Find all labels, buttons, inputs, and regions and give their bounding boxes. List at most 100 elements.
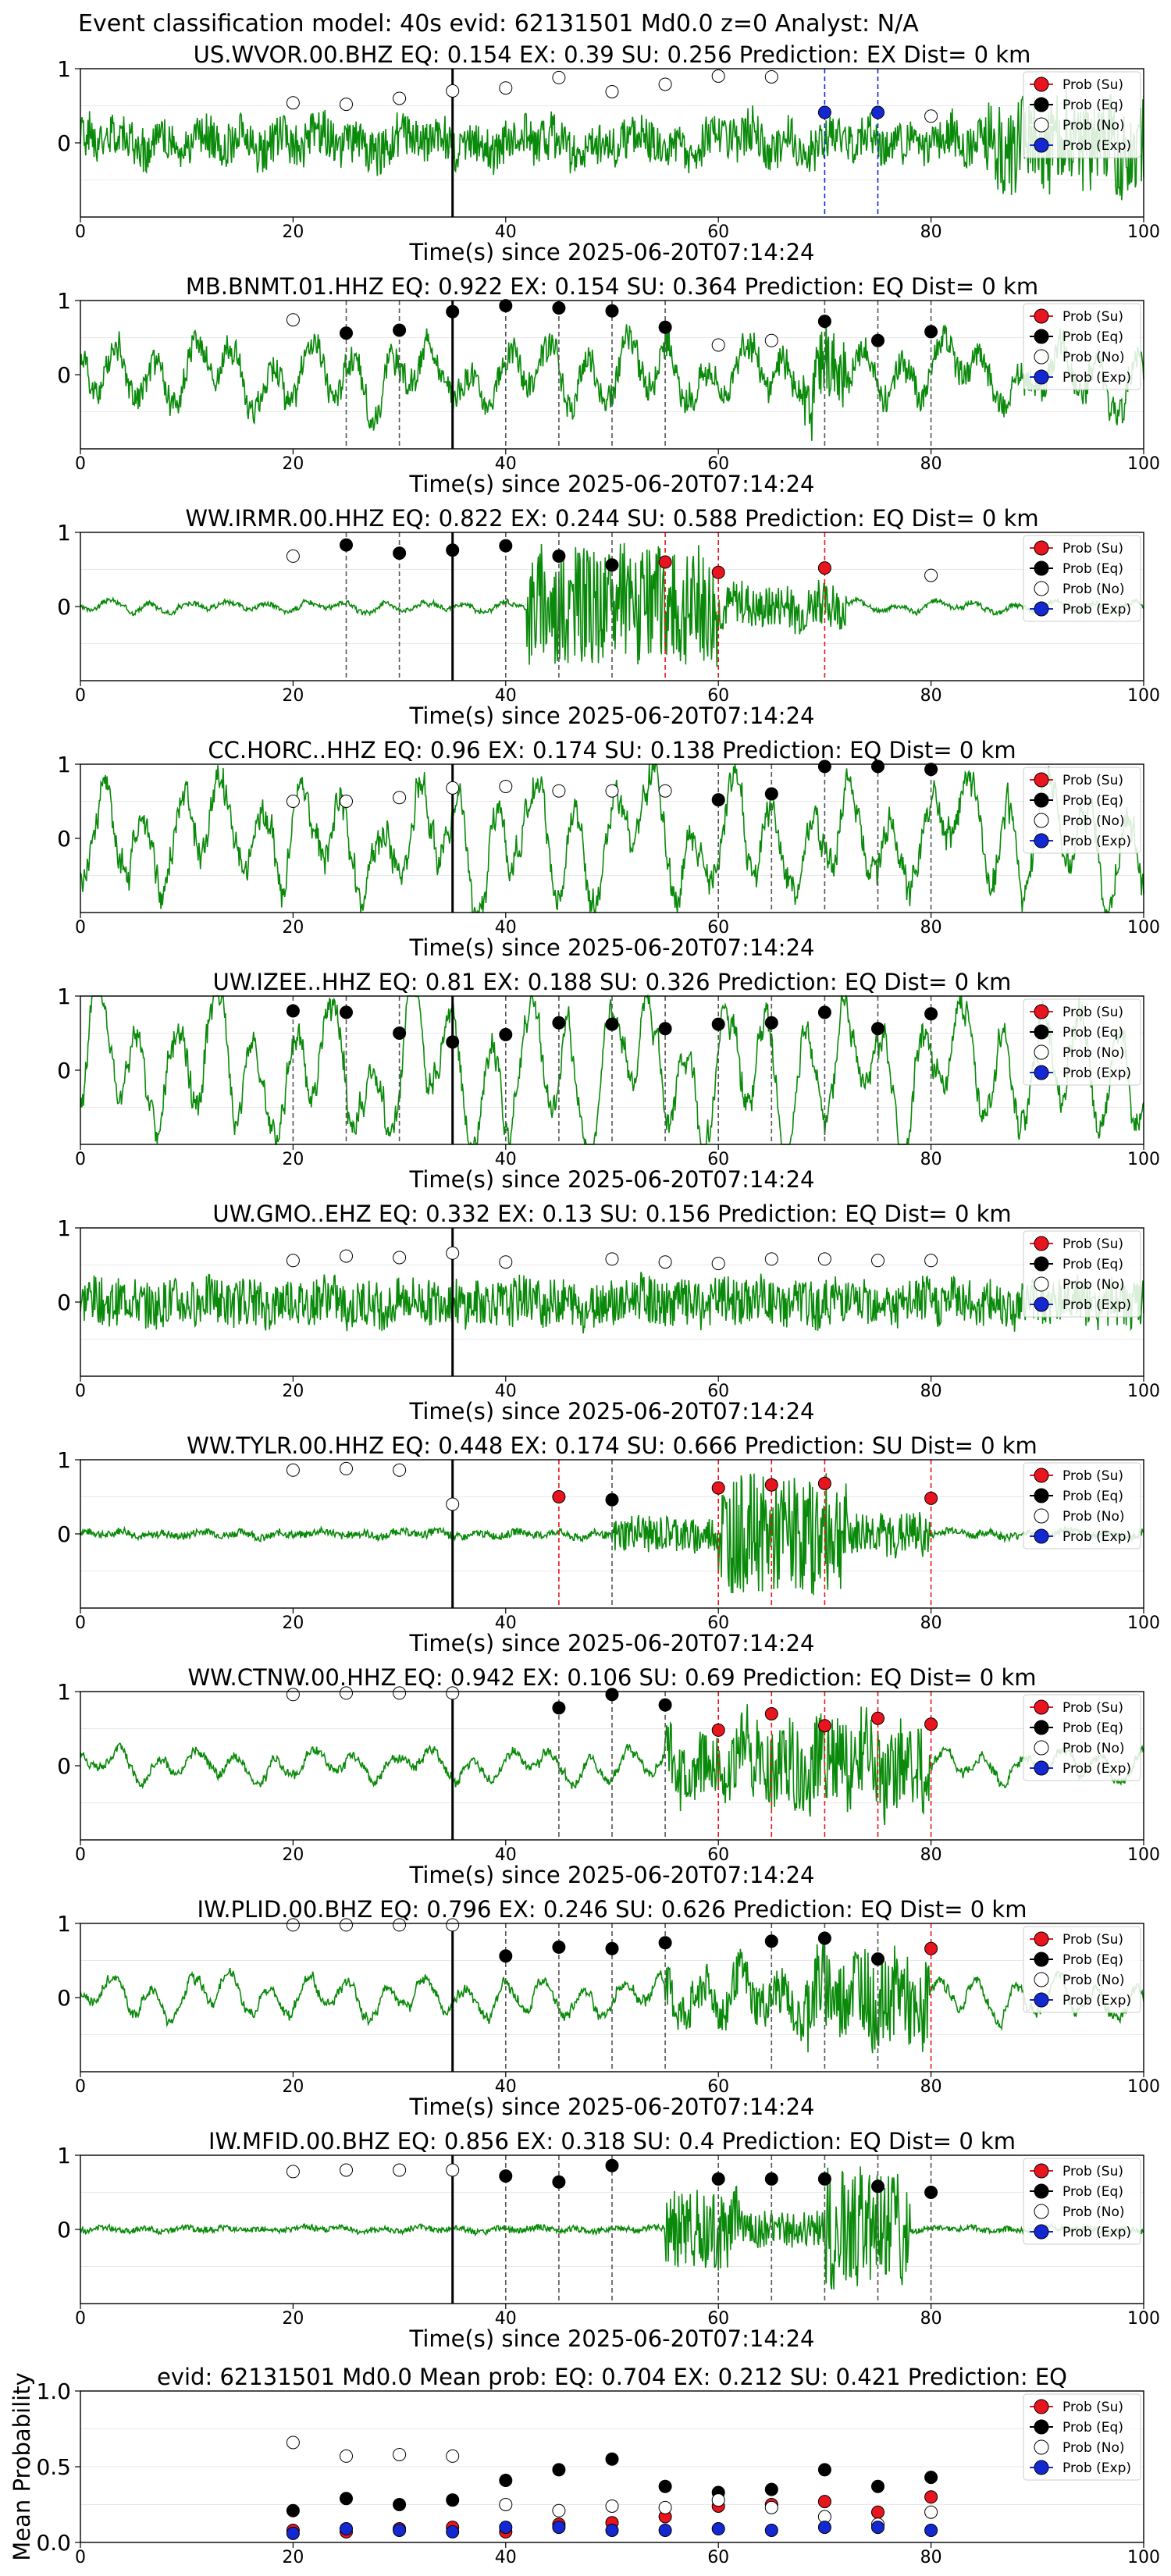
- prob-point-eq: [393, 546, 407, 560]
- legend-marker-exp: [1034, 369, 1049, 385]
- prob-point-eq: [340, 538, 353, 552]
- mean-point-exp: [446, 2524, 460, 2539]
- legend-marker-su: [1034, 1004, 1049, 1019]
- seismic-trace: [80, 543, 1144, 667]
- prob-point-no: [658, 77, 672, 91]
- x-tick-label: 100: [1127, 454, 1160, 474]
- x-tick-label: 40: [495, 2548, 517, 2567]
- x-tick-label: 0: [75, 686, 86, 706]
- prob-point-eq: [817, 760, 831, 774]
- legend-label-exp: Prob (Exp): [1062, 138, 1131, 154]
- panel-title: IW.PLID.00.BHZ EQ: 0.796 EX: 0.246 SU: 0…: [198, 1896, 1027, 1923]
- y-tick-label: 1: [57, 1679, 71, 1705]
- prob-point-no: [393, 1686, 407, 1700]
- prob-point-su: [711, 1481, 725, 1495]
- legend-marker-no: [1034, 2204, 1049, 2219]
- y-tick-label: 0: [57, 1058, 71, 1083]
- x-tick-label: 0: [75, 2077, 86, 2097]
- x-axis-label: Time(s) since 2025-06-20T07:14:24: [409, 239, 815, 265]
- legend-marker-su: [1034, 540, 1049, 556]
- legend-marker-eq: [1034, 560, 1049, 576]
- legend-marker-su: [1034, 1236, 1049, 1251]
- legend-marker-exp: [1034, 137, 1049, 153]
- legend-marker-su: [1034, 772, 1049, 788]
- prob-point-eq: [552, 2175, 566, 2189]
- prob-point-eq: [871, 333, 884, 347]
- prob-point-no: [711, 338, 725, 352]
- mean-point-exp: [286, 2526, 300, 2540]
- legend-marker-su: [1034, 76, 1049, 92]
- mean-point-exp: [340, 2522, 353, 2536]
- x-tick-label: 0: [75, 1845, 86, 1865]
- mean-point-eq: [658, 2479, 672, 2493]
- prob-point-no: [499, 780, 513, 793]
- prob-point-no: [605, 1252, 619, 1266]
- x-axis-label: Time(s) since 2025-06-20T07:14:24: [409, 703, 815, 729]
- panel-1: MB.BNMT.01.HHZ EQ: 0.922 EX: 0.154 SU: 0…: [57, 273, 1160, 497]
- x-tick-label: 60: [707, 1150, 729, 1169]
- prob-point-no: [924, 1254, 938, 1268]
- prob-point-eq: [871, 760, 884, 774]
- prob-point-no: [446, 1918, 460, 1932]
- panel-4: UW.IZEE..HHZ EQ: 0.81 EX: 0.188 SU: 0.32…: [57, 969, 1160, 1193]
- prob-point-eq: [658, 320, 672, 334]
- y-tick-label: 0: [57, 826, 71, 852]
- y-tick-label: 0: [57, 1753, 71, 1779]
- legend-marker-eq: [1034, 2419, 1049, 2435]
- legend-label-no: Prob (No): [1062, 2204, 1125, 2220]
- prob-point-eq: [605, 1688, 619, 1702]
- legend-label-exp: Prob (Exp): [1062, 1066, 1131, 1081]
- prob-point-eq: [871, 1022, 884, 1036]
- legend-label-exp: Prob (Exp): [1062, 1993, 1131, 2008]
- legend-label-no: Prob (No): [1062, 813, 1125, 829]
- mean-point-no: [446, 2449, 460, 2463]
- x-tick-label: 80: [920, 2548, 942, 2567]
- legend-label-su: Prob (Su): [1062, 309, 1123, 325]
- legend-marker-eq: [1034, 329, 1049, 344]
- legend-marker-su: [1034, 1931, 1049, 1947]
- x-tick-label: 80: [920, 222, 942, 242]
- prob-point-no: [658, 784, 672, 798]
- x-tick-label: 20: [282, 454, 304, 474]
- prob-point-eq: [817, 315, 831, 329]
- mean-point-exp: [552, 2521, 566, 2535]
- x-axis-label: Time(s) since 2025-06-20T07:14:24: [409, 1630, 815, 1656]
- prob-point-no: [446, 1497, 460, 1511]
- x-tick-label: 60: [707, 222, 729, 242]
- prob-point-su: [924, 1491, 938, 1505]
- seismic-trace: [80, 1272, 1144, 1334]
- legend-marker-exp: [1034, 833, 1049, 849]
- legend-marker-exp: [1034, 601, 1049, 617]
- prob-point-no: [340, 1918, 353, 1932]
- x-tick-label: 100: [1127, 2309, 1160, 2329]
- legend-marker-exp: [1034, 1760, 1049, 1776]
- x-tick-label: 40: [495, 2077, 517, 2097]
- legend-label-eq: Prob (Eq): [1062, 793, 1123, 809]
- x-tick-label: 20: [282, 2077, 304, 2097]
- x-tick-label: 60: [707, 454, 729, 474]
- y-tick-label: 1: [57, 56, 71, 82]
- prob-point-eq: [924, 763, 938, 777]
- x-tick-label: 60: [707, 686, 729, 706]
- panel-0: US.WVOR.00.BHZ EQ: 0.154 EX: 0.39 SU: 0.…: [57, 41, 1160, 265]
- legend-marker-exp: [1034, 2224, 1049, 2240]
- x-tick-label: 60: [707, 918, 729, 938]
- legend-label-su: Prob (Su): [1062, 1236, 1123, 1252]
- prob-point-eq: [499, 1027, 513, 1041]
- prob-point-eq: [871, 1952, 884, 1966]
- prob-point-no: [924, 568, 938, 582]
- prob-point-no: [605, 84, 619, 98]
- prob-point-eq: [764, 1934, 778, 1948]
- x-tick-label: 40: [495, 918, 517, 938]
- prob-point-eq: [446, 543, 460, 557]
- x-tick-label: 20: [282, 1845, 304, 1865]
- legend-marker-no: [1034, 1740, 1049, 1756]
- mean-point-eq: [499, 2473, 513, 2487]
- y-tick-label: 0: [57, 1985, 71, 2011]
- x-tick-label: 60: [707, 1382, 729, 1401]
- prob-point-eq: [340, 1005, 353, 1019]
- prob-point-su: [817, 1719, 831, 1733]
- prob-point-no: [764, 333, 778, 347]
- prob-point-no: [393, 1463, 407, 1477]
- legend-marker-exp: [1034, 2460, 1049, 2475]
